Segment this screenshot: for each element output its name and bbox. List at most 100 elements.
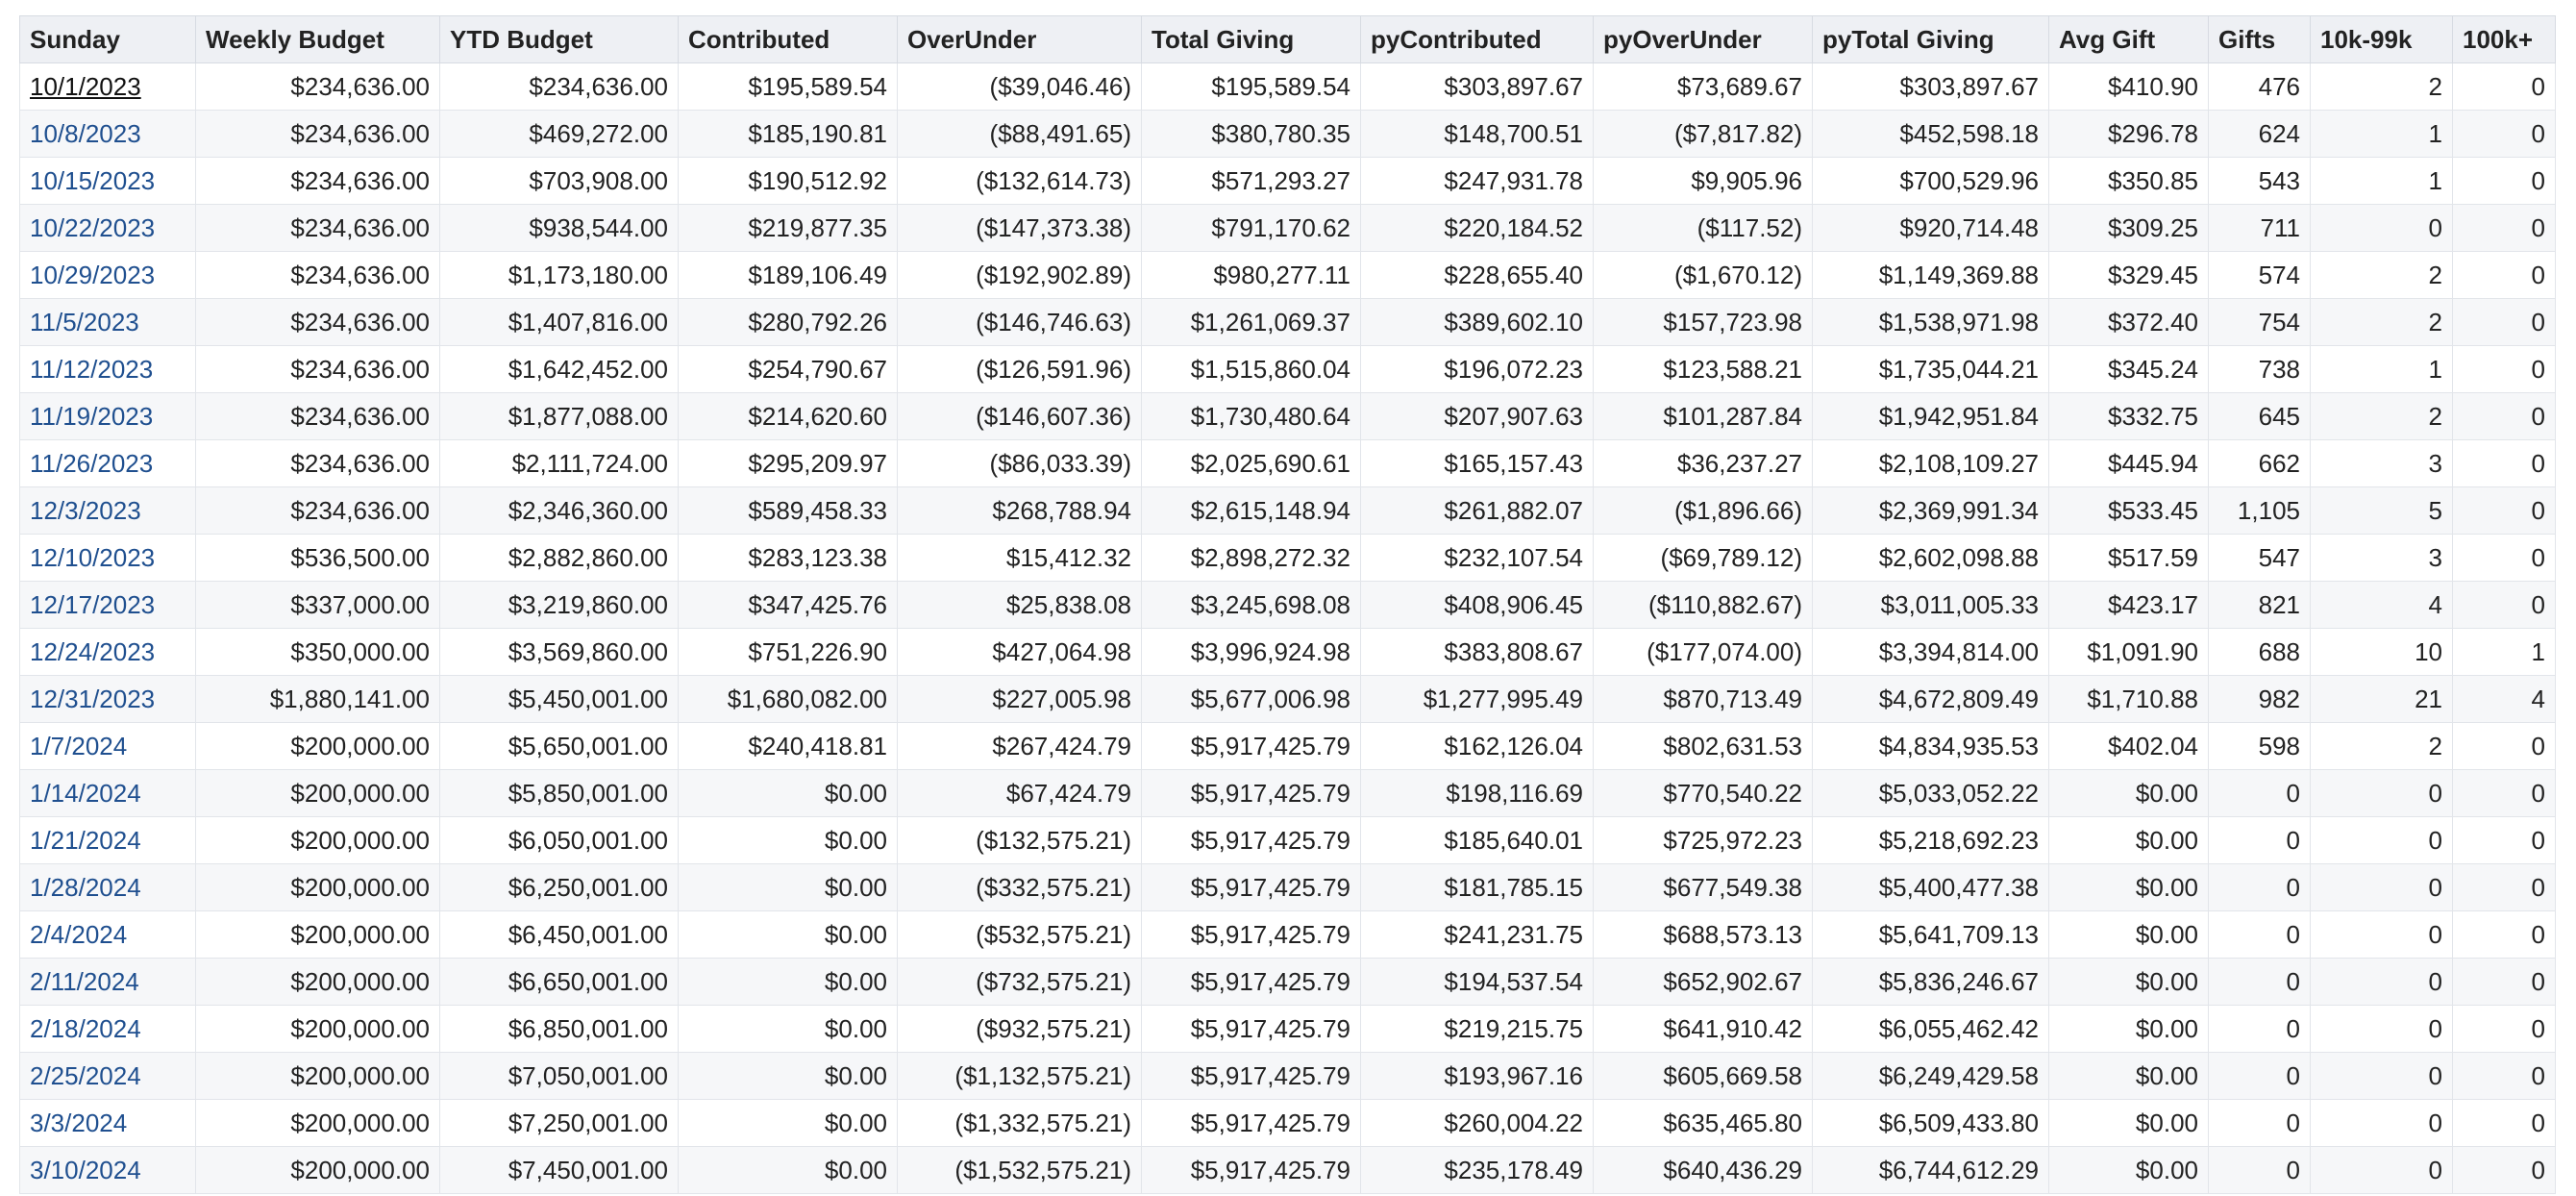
over-under-cell: ($1,132,575.21) bbox=[897, 1052, 1142, 1100]
column-header-contributed[interactable]: Contributed bbox=[678, 15, 898, 63]
contributed-cell: $195,589.54 bbox=[678, 62, 898, 111]
column-header-py-over-under[interactable]: pyOverUnder bbox=[1593, 15, 1813, 63]
column-header-gifts[interactable]: Gifts bbox=[2208, 15, 2311, 63]
py-over-under-cell: $677,549.38 bbox=[1593, 863, 1813, 911]
weekly-budget-cell: $337,000.00 bbox=[195, 581, 440, 629]
column-header-total-giving[interactable]: Total Giving bbox=[1141, 15, 1361, 63]
gifts-cell: 0 bbox=[2208, 769, 2311, 817]
column-header-10k-99k[interactable]: 10k-99k bbox=[2310, 15, 2453, 63]
avg-gift-cell: $0.00 bbox=[2048, 1146, 2209, 1194]
date-link[interactable]: 12/24/2023 bbox=[30, 636, 156, 666]
py-total-giving-cell: $4,672,809.49 bbox=[1812, 675, 2049, 723]
column-header-py-contributed[interactable]: pyContributed bbox=[1360, 15, 1594, 63]
over-under-cell: $267,424.79 bbox=[897, 722, 1142, 770]
date-link[interactable]: 10/15/2023 bbox=[30, 165, 156, 195]
over-under-cell: ($332,575.21) bbox=[897, 863, 1142, 911]
contributed-cell: $0.00 bbox=[678, 769, 898, 817]
column-header-avg-gift[interactable]: Avg Gift bbox=[2048, 15, 2209, 63]
total-giving-cell: $2,898,272.32 bbox=[1141, 534, 1361, 582]
sunday-cell: 12/10/2023 bbox=[19, 534, 196, 582]
date-link[interactable]: 2/4/2024 bbox=[30, 919, 128, 949]
py-over-under-cell: $770,540.22 bbox=[1593, 769, 1813, 817]
column-header-100k-plus[interactable]: 100k+ bbox=[2452, 15, 2556, 63]
date-link[interactable]: 11/26/2023 bbox=[30, 448, 154, 478]
date-link[interactable]: 12/3/2023 bbox=[30, 495, 141, 525]
ytd-budget-cell: $3,569,860.00 bbox=[439, 628, 679, 676]
date-link[interactable]: 10/29/2023 bbox=[30, 260, 156, 289]
contributed-cell: $283,123.38 bbox=[678, 534, 898, 582]
sunday-cell: 3/10/2024 bbox=[19, 1146, 196, 1194]
table-row: 3/3/2024 $200,000.00 $7,250,001.00 $0.00 ($1… bbox=[19, 1099, 2556, 1147]
py-contributed-cell: $219,215.75 bbox=[1360, 1005, 1594, 1053]
avg-gift-cell: $402.04 bbox=[2048, 722, 2209, 770]
py-over-under-cell: $870,713.49 bbox=[1593, 675, 1813, 723]
date-link[interactable]: 12/10/2023 bbox=[30, 542, 156, 572]
date-link[interactable]: 11/5/2023 bbox=[30, 307, 139, 336]
ytd-budget-cell: $7,050,001.00 bbox=[439, 1052, 679, 1100]
py-over-under-cell: ($7,817.82) bbox=[1593, 110, 1813, 158]
contributed-cell: $0.00 bbox=[678, 1099, 898, 1147]
date-link[interactable]: 2/11/2024 bbox=[30, 966, 139, 996]
total-giving-cell: $380,780.35 bbox=[1141, 110, 1361, 158]
sunday-cell: 10/29/2023 bbox=[19, 251, 196, 299]
table-row: 10/1/2023 $234,636.00 $234,636.00 $195,589.… bbox=[19, 62, 2556, 111]
gifts-10k-99k-cell: 0 bbox=[2310, 1052, 2453, 1100]
gifts-10k-99k-cell: 10 bbox=[2310, 628, 2453, 676]
over-under-cell: ($88,491.65) bbox=[897, 110, 1142, 158]
date-link[interactable]: 1/21/2024 bbox=[30, 825, 141, 855]
date-link[interactable]: 3/10/2024 bbox=[30, 1155, 141, 1184]
py-total-giving-cell: $5,641,709.13 bbox=[1812, 910, 2049, 959]
date-link[interactable]: 10/8/2023 bbox=[30, 118, 141, 148]
date-link[interactable]: 10/22/2023 bbox=[30, 212, 156, 242]
gifts-100k-plus-cell: 0 bbox=[2452, 863, 2556, 911]
column-header-ytd-budget[interactable]: YTD Budget bbox=[439, 15, 679, 63]
sunday-cell: 12/17/2023 bbox=[19, 581, 196, 629]
date-link[interactable]: 11/12/2023 bbox=[30, 354, 154, 384]
gifts-cell: 0 bbox=[2208, 816, 2311, 864]
sunday-cell: 2/18/2024 bbox=[19, 1005, 196, 1053]
py-contributed-cell: $408,906.45 bbox=[1360, 581, 1594, 629]
date-link[interactable]: 3/3/2024 bbox=[30, 1108, 128, 1137]
date-link[interactable]: 1/7/2024 bbox=[30, 731, 128, 760]
table-row: 2/11/2024 $200,000.00 $6,650,001.00 $0.00 ($… bbox=[19, 958, 2556, 1006]
column-header-sunday[interactable]: Sunday bbox=[19, 15, 196, 63]
gifts-10k-99k-cell: 0 bbox=[2310, 769, 2453, 817]
date-link[interactable]: 2/18/2024 bbox=[30, 1013, 141, 1043]
date-link[interactable]: 12/17/2023 bbox=[30, 589, 156, 619]
weekly-budget-cell: $536,500.00 bbox=[195, 534, 440, 582]
py-over-under-cell: ($69,789.12) bbox=[1593, 534, 1813, 582]
total-giving-cell: $5,677,006.98 bbox=[1141, 675, 1361, 723]
column-header-over-under[interactable]: OverUnder bbox=[897, 15, 1142, 63]
py-contributed-cell: $207,907.63 bbox=[1360, 392, 1594, 440]
gifts-cell: 598 bbox=[2208, 722, 2311, 770]
py-over-under-cell: $101,287.84 bbox=[1593, 392, 1813, 440]
avg-gift-cell: $0.00 bbox=[2048, 863, 2209, 911]
ytd-budget-cell: $1,642,452.00 bbox=[439, 345, 679, 393]
date-link[interactable]: 11/19/2023 bbox=[30, 401, 154, 431]
total-giving-cell: $2,025,690.61 bbox=[1141, 439, 1361, 487]
gifts-cell: 645 bbox=[2208, 392, 2311, 440]
gifts-cell: 738 bbox=[2208, 345, 2311, 393]
py-over-under-cell: $9,905.96 bbox=[1593, 157, 1813, 205]
sunday-cell: 11/26/2023 bbox=[19, 439, 196, 487]
table-row: 1/21/2024 $200,000.00 $6,050,001.00 $0.00 ($… bbox=[19, 816, 2556, 864]
sunday-cell: 2/4/2024 bbox=[19, 910, 196, 959]
date-link[interactable]: 10/1/2023 bbox=[30, 71, 141, 101]
date-link[interactable]: 12/31/2023 bbox=[30, 684, 156, 713]
sunday-cell: 10/1/2023 bbox=[19, 62, 196, 111]
total-giving-cell: $5,917,425.79 bbox=[1141, 1052, 1361, 1100]
total-giving-cell: $5,917,425.79 bbox=[1141, 1146, 1361, 1194]
table-row: 12/10/2023 $536,500.00 $2,882,860.00 $283,1… bbox=[19, 534, 2556, 582]
gifts-cell: 0 bbox=[2208, 910, 2311, 959]
sunday-cell: 1/14/2024 bbox=[19, 769, 196, 817]
weekly-budget-cell: $234,636.00 bbox=[195, 110, 440, 158]
date-link[interactable]: 2/25/2024 bbox=[30, 1060, 141, 1090]
date-link[interactable]: 1/14/2024 bbox=[30, 778, 141, 808]
weekly-budget-cell: $234,636.00 bbox=[195, 392, 440, 440]
column-header-py-total-giving[interactable]: pyTotal Giving bbox=[1812, 15, 2049, 63]
py-contributed-cell: $261,882.07 bbox=[1360, 486, 1594, 535]
column-header-weekly-budget[interactable]: Weekly Budget bbox=[195, 15, 440, 63]
avg-gift-cell: $0.00 bbox=[2048, 1005, 2209, 1053]
py-total-giving-cell: $6,249,429.58 bbox=[1812, 1052, 2049, 1100]
date-link[interactable]: 1/28/2024 bbox=[30, 872, 141, 902]
